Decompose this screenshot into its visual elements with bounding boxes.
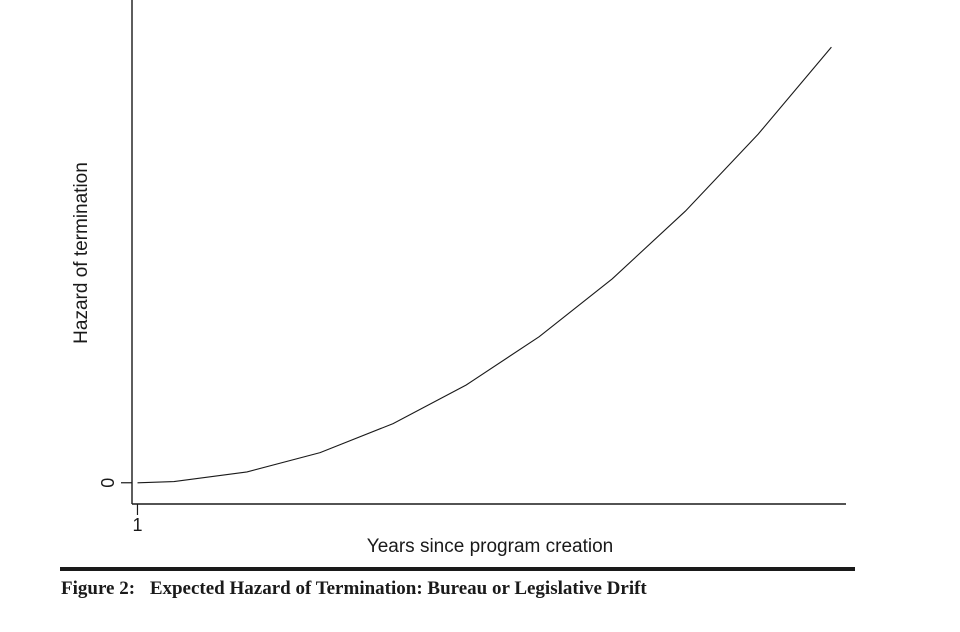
y-tick-label: 0 xyxy=(98,478,118,488)
hazard-curve xyxy=(137,46,832,484)
caption-text: Expected Hazard of Termination: Bureau o… xyxy=(149,578,647,599)
x-tick-label: 1 xyxy=(132,515,142,535)
tick-group: 10 xyxy=(98,478,142,535)
caption-rule xyxy=(60,567,855,571)
caption-label: Figure 2: xyxy=(61,578,136,599)
figure-caption: Figure 2: Expected Hazard of Termination… xyxy=(61,578,647,600)
x-axis-label: Years since program creation xyxy=(367,536,613,557)
y-axis-label: Hazard of termination xyxy=(71,162,92,344)
